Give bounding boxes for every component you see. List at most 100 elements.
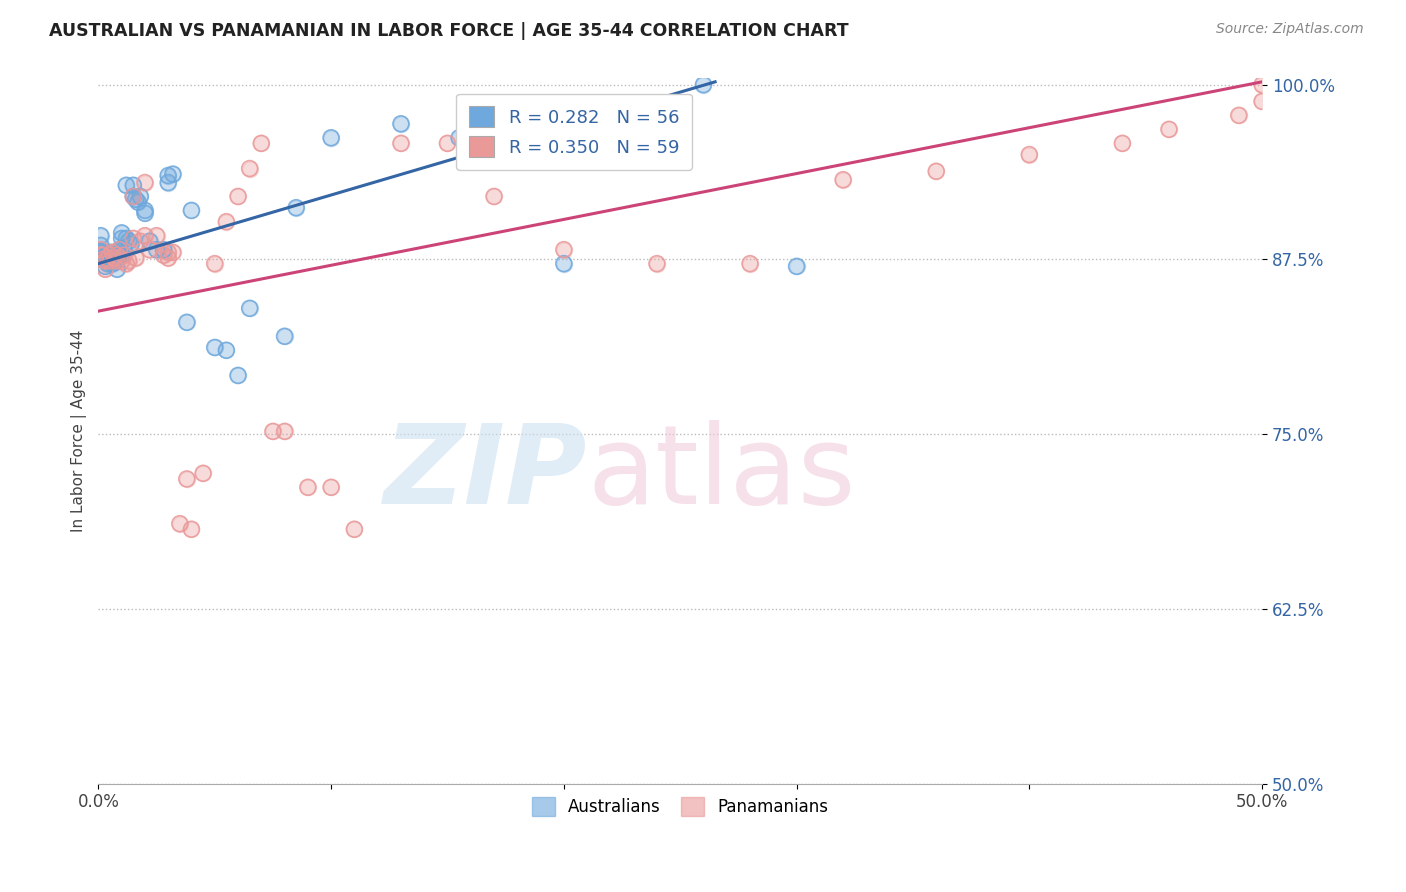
Point [97, 251, 120, 265]
Point [101, 257, 124, 271]
Point [108, 243, 131, 257]
Point [553, 243, 575, 257]
Point [157, 251, 180, 265]
Point [105, 262, 128, 277]
Point [134, 206, 156, 220]
Point [553, 257, 575, 271]
Point [176, 315, 198, 329]
Point [239, 301, 262, 316]
Point [226, 368, 249, 383]
Point [645, 257, 668, 271]
Point [98, 251, 121, 265]
Point [90, 228, 112, 243]
Point [94, 262, 117, 277]
Point [176, 315, 198, 329]
Point [115, 178, 138, 193]
Point [138, 234, 160, 248]
Point [104, 255, 127, 269]
Point [111, 253, 134, 268]
Point [117, 253, 139, 268]
Point [91, 252, 114, 267]
Point [204, 341, 226, 355]
Point [157, 251, 180, 265]
Point [262, 425, 284, 439]
Point [117, 253, 139, 268]
Point [111, 226, 134, 240]
Point [1018, 147, 1040, 161]
Point [98, 245, 121, 260]
Point [98, 253, 121, 268]
Point [108, 251, 131, 265]
Point [176, 472, 198, 486]
Point [215, 343, 238, 358]
Point [738, 257, 761, 271]
Point [91, 245, 114, 260]
Point [389, 136, 412, 151]
Point [105, 253, 128, 268]
Point [319, 480, 342, 494]
Point [91, 252, 114, 267]
Point [101, 252, 124, 267]
Point [94, 262, 117, 277]
Point [215, 343, 238, 358]
Point [134, 176, 156, 190]
Point [115, 231, 138, 245]
Point [436, 136, 458, 151]
Y-axis label: In Labor Force | Age 35-44: In Labor Force | Age 35-44 [72, 329, 87, 532]
Point [129, 189, 152, 203]
Point [90, 238, 112, 252]
Point [124, 192, 146, 206]
Point [115, 257, 138, 271]
Point [111, 253, 134, 268]
Point [204, 257, 226, 271]
Point [1251, 78, 1274, 92]
Point [101, 245, 124, 260]
Point [152, 248, 174, 262]
Point [127, 195, 149, 210]
Point [145, 243, 167, 257]
Point [112, 243, 135, 257]
Point [343, 522, 366, 536]
Point [180, 203, 202, 218]
Point [162, 245, 184, 260]
Point [98, 245, 121, 260]
Point [94, 260, 117, 274]
Point [105, 248, 128, 262]
Point [122, 231, 145, 245]
Point [134, 203, 156, 218]
Point [273, 425, 295, 439]
Point [297, 480, 319, 494]
Point [145, 243, 167, 257]
Point [239, 161, 262, 176]
Point [97, 257, 120, 271]
Point [97, 257, 120, 271]
Point [91, 252, 114, 267]
Point [436, 136, 458, 151]
Point [1111, 136, 1133, 151]
Point [91, 248, 114, 262]
Point [319, 130, 342, 145]
Point [297, 480, 319, 494]
Point [285, 201, 308, 215]
Text: atlas: atlas [588, 419, 856, 526]
Point [152, 243, 174, 257]
Point [157, 169, 180, 183]
Point [122, 178, 145, 193]
Point [94, 248, 117, 262]
Point [115, 178, 138, 193]
Point [1018, 147, 1040, 161]
Point [176, 472, 198, 486]
Point [692, 78, 714, 92]
Point [98, 253, 121, 268]
Point [129, 234, 152, 248]
Point [112, 248, 135, 262]
Point [226, 368, 249, 383]
Point [226, 189, 249, 203]
Text: Source: ZipAtlas.com: Source: ZipAtlas.com [1216, 22, 1364, 37]
Point [124, 251, 146, 265]
Point [90, 248, 112, 262]
Point [104, 248, 127, 262]
Point [157, 176, 180, 190]
Point [738, 257, 761, 271]
Point [1251, 78, 1274, 92]
